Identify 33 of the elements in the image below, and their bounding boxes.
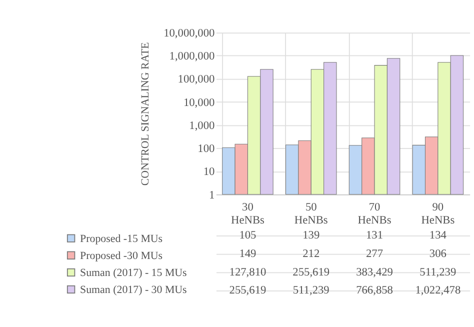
data-label: 149 [239, 248, 257, 260]
y-tick-label: 10,000 [183, 96, 216, 109]
data-label: 255,619 [292, 266, 330, 278]
legend-label: Suman (2017) - 30 MUs [80, 284, 187, 296]
data-label: 766,858 [356, 284, 394, 297]
y-tick-label: 1 [209, 189, 215, 202]
data-label: 383,429 [356, 266, 394, 278]
y-tick-label: 1,000,000 [169, 50, 216, 63]
data-label: 131 [366, 230, 384, 242]
x-tick-label: 70 HeNBs [358, 202, 392, 227]
y-tick-label: 10 [203, 166, 216, 178]
legend-label: Proposed -15 MUs [80, 232, 163, 245]
x-tick-label: 30 HeNBs [230, 202, 266, 227]
data-label: 255,619 [229, 284, 266, 297]
data-label: 306 [429, 248, 447, 260]
y-axis-title: CONTROL SIGNALING RATE [140, 42, 152, 186]
y-tick-label: 1,000 [189, 120, 216, 132]
legend-label: Proposed -30 MUs [80, 250, 163, 262]
data-label: 1,022,478 [415, 284, 461, 297]
data-label: 105 [239, 230, 257, 242]
data-label: 134 [429, 230, 447, 242]
data-label: 511,239 [292, 284, 330, 297]
data-label: 277 [366, 248, 384, 260]
y-tick-label: 10,000,000 [164, 28, 216, 40]
data-label: 139 [302, 230, 320, 242]
x-tick-label: 90 HeNBs [421, 202, 456, 227]
legend-label: Suman (2017) - 15 MUs [80, 266, 187, 279]
y-tick-label: 100 [198, 143, 216, 156]
data-label: 511,239 [420, 266, 456, 278]
data-label: 212 [302, 248, 320, 260]
y-tick-label: 100,000 [178, 74, 216, 86]
x-tick-label: 50 HeNBs [294, 202, 328, 227]
data-label: 127,810 [229, 266, 266, 278]
